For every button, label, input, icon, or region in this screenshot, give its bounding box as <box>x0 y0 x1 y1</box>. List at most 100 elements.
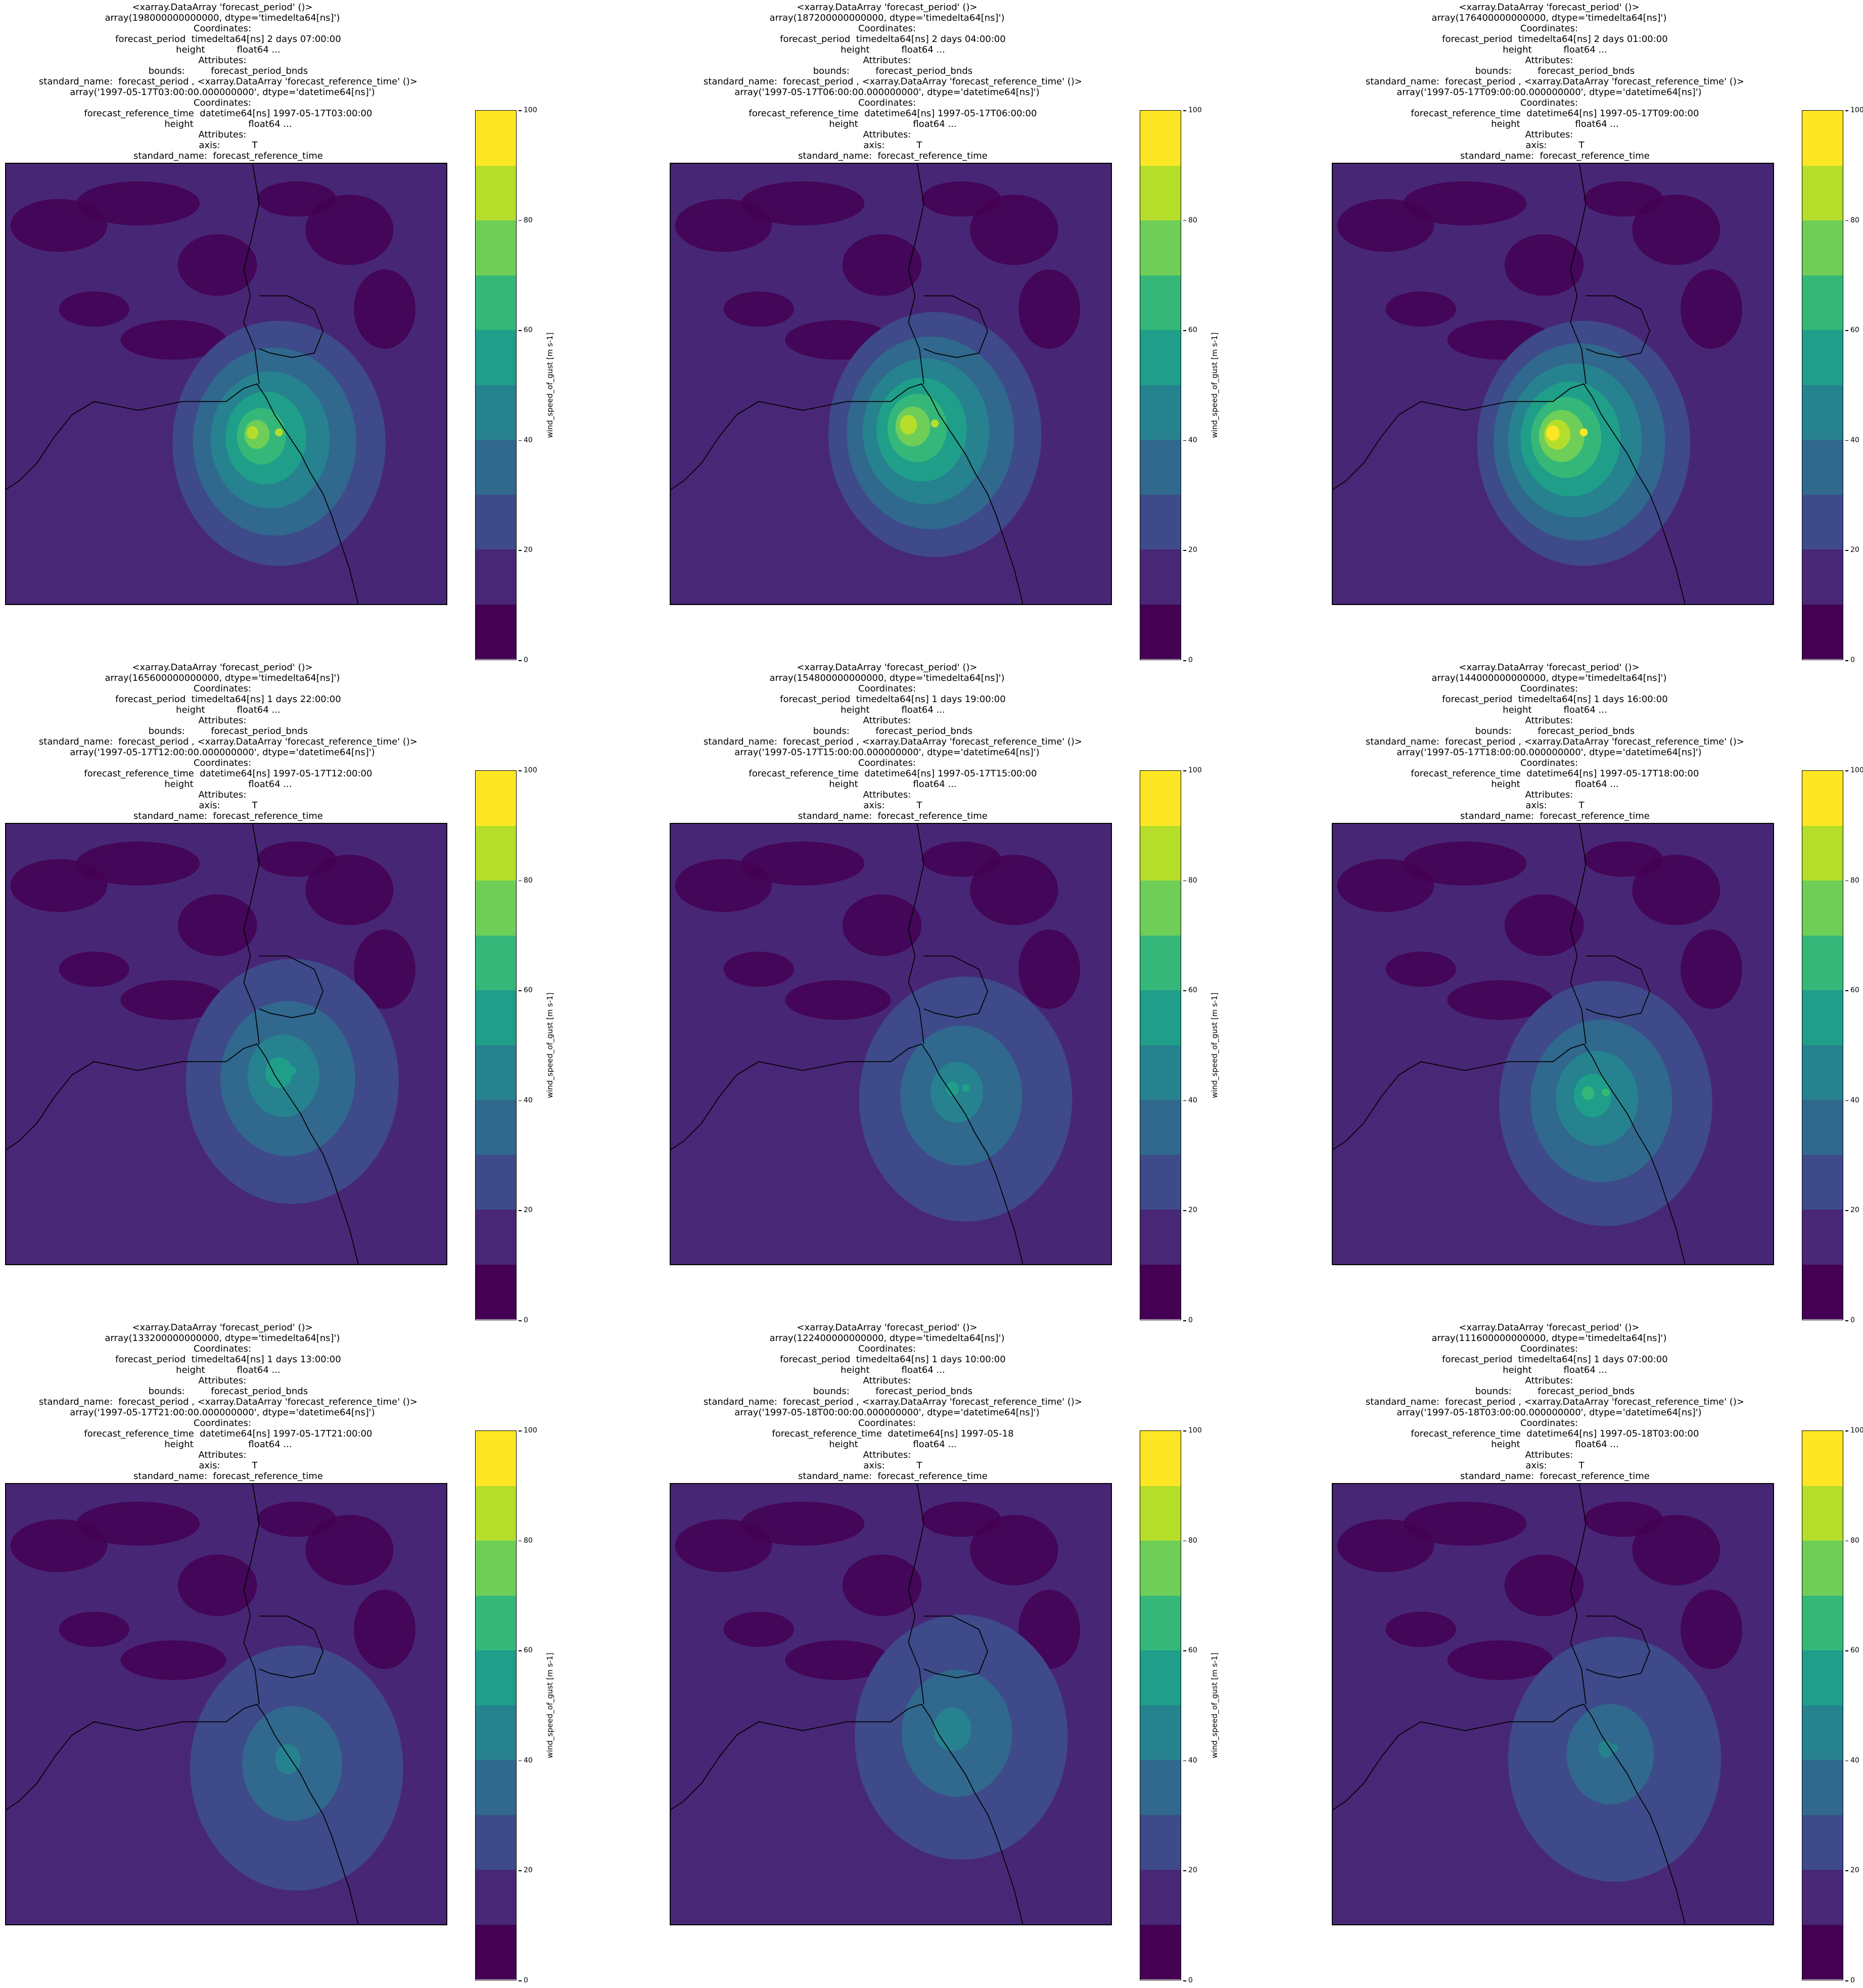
low-wind-region <box>1681 930 1743 1009</box>
title-line: <xarray.DataArray 'forecast_period' ()> <box>1459 662 1640 673</box>
title-line: <xarray.DataArray 'forecast_period' ()> <box>132 662 313 673</box>
storm-peak <box>1610 1744 1619 1752</box>
title-line: height float64 ... <box>164 44 281 55</box>
colorbar-tick <box>1845 220 1848 221</box>
colorbar-tick-label: 60 <box>524 1646 533 1655</box>
colorbar-tick <box>519 220 522 221</box>
low-wind-region <box>257 181 337 217</box>
colorbar-band <box>1140 494 1181 549</box>
low-wind-region <box>1504 1554 1584 1616</box>
colorbar-tick-label: 0 <box>1850 1316 1855 1324</box>
wind-gust-map <box>6 164 446 604</box>
colorbar-tick <box>1183 880 1186 882</box>
colorbar-band <box>476 549 516 605</box>
colorbar-tick <box>1183 1650 1186 1651</box>
low-wind-region <box>120 980 226 1020</box>
title-line: forecast_reference_time datetime64[ns] 1… <box>1399 108 1699 119</box>
low-wind-region <box>842 1554 922 1616</box>
low-wind-region <box>1447 1640 1553 1680</box>
title-line: Coordinates: <box>1520 1344 1578 1354</box>
country-border <box>908 1484 924 1704</box>
title-line: <xarray.DataArray 'forecast_period' ()> <box>1459 2 1640 13</box>
title-line: Attributes: <box>198 715 247 726</box>
colorbar-tick-label: 0 <box>524 656 528 664</box>
panel-title: <xarray.DataArray 'forecast_period' ()> a… <box>665 1322 1109 1482</box>
colorbar-tick-label: 80 <box>1850 876 1859 885</box>
colorbar-band <box>476 385 516 440</box>
colorbar-tick-label: 80 <box>524 1536 533 1545</box>
colorbar-tick <box>519 1320 522 1321</box>
country-border <box>908 824 924 1044</box>
low-wind-region <box>1403 1501 1527 1546</box>
country-border <box>1570 164 1587 384</box>
colorbar-tick-label: 100 <box>1850 106 1863 114</box>
colorbar-band <box>1802 1705 1843 1760</box>
low-wind-region <box>723 291 794 327</box>
colorbar-tick <box>1183 1430 1186 1431</box>
colorbar-band <box>1802 1650 1843 1705</box>
colorbar-tick <box>1183 1760 1186 1762</box>
colorbar-tick <box>1845 1870 1848 1871</box>
colorbar-band <box>1140 440 1181 495</box>
title-line: array(187200000000000, dtype='timedelta6… <box>769 13 1005 23</box>
low-wind-region <box>1632 854 1720 926</box>
colorbar-tick-label: 0 <box>1850 656 1855 664</box>
colorbar-band <box>1802 549 1843 605</box>
coastline <box>6 1703 359 1924</box>
country-border <box>259 1615 324 1679</box>
title-line: forecast_period timedelta64[ns] 1 days 1… <box>1430 694 1668 705</box>
colorbar-band <box>476 494 516 549</box>
title-line: height float64 ... <box>829 44 945 55</box>
storm-peak <box>961 1084 970 1092</box>
gust-contour-50 <box>946 1081 959 1096</box>
colorbar-band <box>1140 549 1181 605</box>
low-wind-region <box>1632 1514 1720 1586</box>
colorbar-tick-label: 40 <box>1850 436 1859 444</box>
colorbar-tick-label: 40 <box>1188 436 1197 444</box>
coastline <box>671 1043 1023 1264</box>
map-axes <box>1332 163 1774 605</box>
colorbar-band <box>1802 881 1843 936</box>
title-line: height float64 ... <box>1491 1365 1607 1375</box>
colorbar-tick <box>1845 550 1848 551</box>
colorbar-tick-label: 20 <box>1850 546 1859 554</box>
title-line: array(133200000000000, dtype='timedelta6… <box>105 1333 340 1344</box>
low-wind-region <box>305 194 394 265</box>
country-border <box>908 164 924 384</box>
colorbar-band <box>476 330 516 385</box>
low-wind-region <box>1447 980 1553 1020</box>
low-wind-region <box>741 181 865 225</box>
gust-contour-40 <box>1598 1740 1613 1758</box>
colorbar-tick <box>1845 1430 1848 1431</box>
title-line: forecast_reference_time datetime64[ns] 1… <box>1399 1428 1699 1439</box>
colorbar-tick-label: 60 <box>1188 326 1197 335</box>
title-line: Attributes: <box>863 1450 911 1460</box>
low-wind-region <box>1504 894 1584 956</box>
colorbar-tick-label: 0 <box>1850 1976 1855 1984</box>
panel-title: <xarray.DataArray 'forecast_period' ()> a… <box>0 662 445 821</box>
colorbar-tick-label: 100 <box>524 106 537 114</box>
chart-panel-1: <xarray.DataArray 'forecast_period' ()> a… <box>0 0 621 664</box>
gust-contour-60 <box>1582 1086 1595 1100</box>
low-wind-region <box>305 854 394 926</box>
colorbar-tick <box>1845 1540 1848 1542</box>
title-line: Attributes: <box>1525 790 1573 800</box>
colorbar-tick <box>519 1650 522 1651</box>
title-line: standard_name: forecast_period , <xarray… <box>692 736 1082 747</box>
storm-peak <box>930 420 939 428</box>
colorbar-tick-label: 40 <box>1188 1096 1197 1104</box>
colorbar-band <box>476 1760 516 1815</box>
title-line: height float64 ... <box>153 779 292 790</box>
title-line: standard_name: forecast_reference_time <box>122 151 323 161</box>
coastline <box>671 1703 1023 1924</box>
title-line: height float64 ... <box>1479 1439 1619 1450</box>
colorbar-band <box>1802 440 1843 495</box>
country-border <box>923 955 989 1019</box>
colorbar-tick <box>1845 770 1848 771</box>
colorbar-band <box>1802 385 1843 440</box>
colorbar-band <box>1802 1210 1843 1265</box>
gust-contour-80 <box>900 414 917 435</box>
colorbar-band <box>1140 165 1181 220</box>
colorbar-tick <box>1845 110 1848 111</box>
colorbar-label: wind_speed_of_gust [m s-1] <box>1210 992 1219 1098</box>
